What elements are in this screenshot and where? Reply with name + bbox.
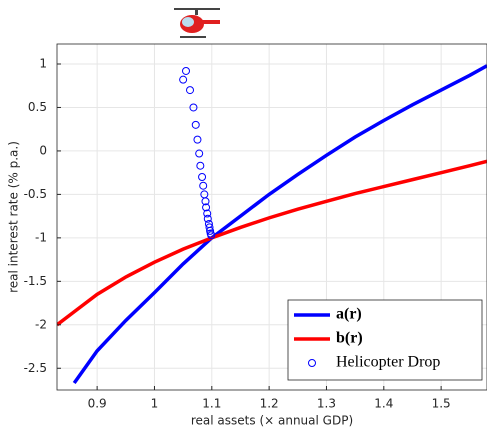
x-tick-label: 1: [151, 397, 159, 411]
marker: [179, 75, 188, 84]
marker: [191, 120, 200, 129]
marker: [202, 203, 211, 212]
legend-label: b(r): [336, 330, 363, 347]
series-line: [72, 64, 487, 385]
marker: [195, 149, 204, 158]
ticks: 0.9 1 1.1 1.2 1.3 1.4 1.5 -2.5 -2 -1.5 -1 -0.5 0 0.5 1: [24, 56, 451, 410]
marker: [198, 173, 207, 182]
x-tick-label: 1.3: [317, 397, 336, 411]
y-axis-label: real interest rate (% p.a.): [7, 141, 21, 293]
marker: [201, 197, 210, 206]
y-tick-label: -0.5: [24, 187, 47, 201]
y-tick-label: -2.5: [24, 361, 47, 375]
x-tick-label: 1.5: [432, 397, 451, 411]
x-axis-label: real assets (× annual GDP): [191, 414, 353, 428]
x-tick-label: 1.1: [202, 397, 221, 411]
legend: a(r) b(r) Helicopter Drop: [287, 299, 483, 381]
y-tick-label: 1: [39, 56, 47, 70]
x-tick-label: 1.4: [374, 397, 393, 411]
marker: [205, 223, 214, 232]
marker: [189, 103, 198, 112]
y-tick-label: 0: [39, 143, 47, 157]
y-tick-label: -1: [35, 230, 47, 244]
marker: [193, 135, 202, 144]
marker: [199, 181, 208, 190]
helicopter-icon: [174, 8, 220, 38]
marker: [182, 66, 190, 75]
plot-area: [57, 64, 487, 385]
legend-swatch: [308, 359, 316, 367]
marker: [203, 214, 212, 223]
series-line: [57, 159, 487, 327]
x-tick-label: 0.9: [88, 397, 107, 411]
marker: [196, 161, 205, 170]
y-tick-label: 0.5: [28, 100, 47, 114]
y-tick-label: -1.5: [24, 274, 47, 288]
legend-label: Helicopter Drop: [336, 354, 440, 371]
marker: [186, 86, 195, 95]
y-tick-label: -2: [35, 317, 47, 331]
marker: [203, 209, 212, 218]
x-tick-label: 1.2: [260, 397, 279, 411]
axes-box: [56, 43, 487, 391]
marker: [207, 231, 216, 240]
legend-label: a(r): [336, 306, 362, 323]
